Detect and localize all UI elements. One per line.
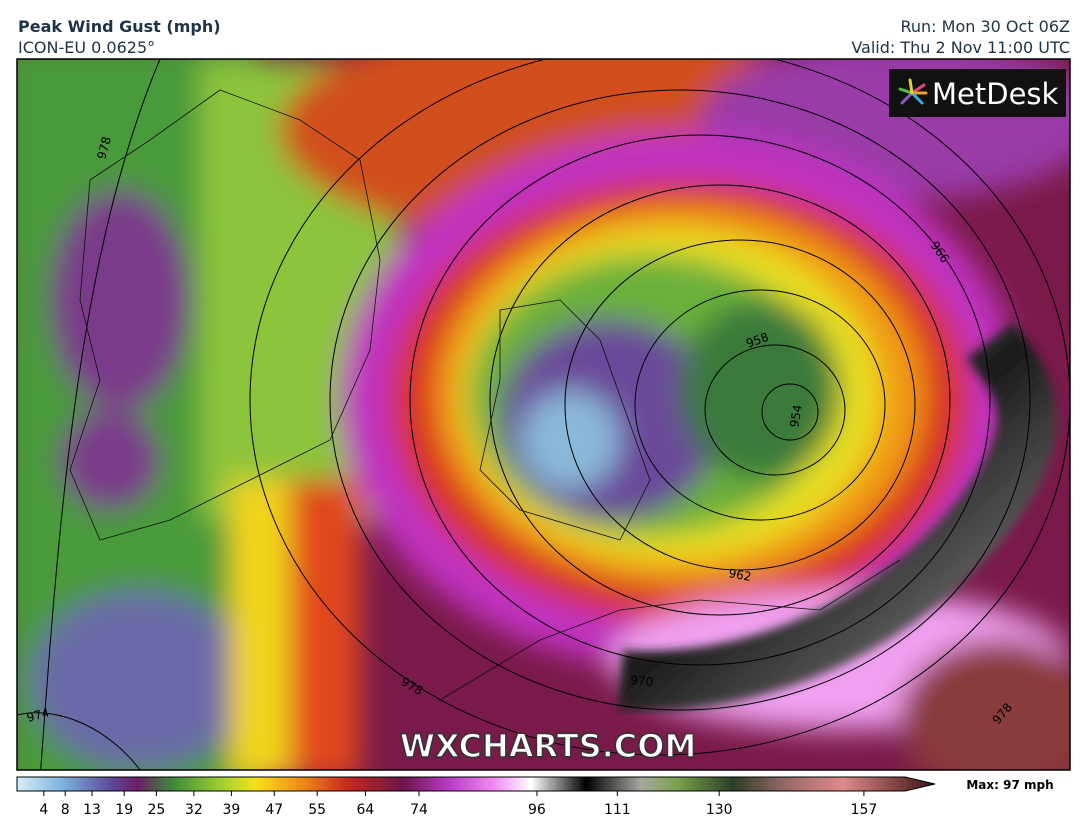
isobar-label: 974 (25, 705, 51, 724)
isobar-label: 978 (94, 135, 113, 161)
title: Peak Wind Gust (mph) (18, 17, 221, 36)
colorbar-tick-label: 4 (39, 802, 48, 818)
colorbar-tick-label: 47 (265, 802, 283, 818)
map-frame (16, 58, 1071, 771)
colorbar-tick-label: 64 (357, 802, 375, 818)
colorbar-tick-label: 8 (61, 802, 70, 818)
colorbar-tick-label: 13 (83, 802, 101, 818)
isobar-label: 962 (727, 566, 752, 584)
colorbar-tick-label: 32 (185, 802, 203, 818)
colorbar-tick-label: 39 (222, 802, 240, 818)
subtitle: ICON-EU 0.0625° (18, 38, 155, 57)
logo-text: MetDesk (932, 77, 1059, 111)
colorbar-tick-label: 19 (115, 802, 133, 818)
colorbar-tick-label: 157 (851, 802, 878, 818)
run-time: Run: Mon 30 Oct 06Z (901, 17, 1071, 36)
isobar-label: 954 (787, 404, 805, 429)
valid-time: Valid: Thu 2 Nov 11:00 UTC (851, 38, 1070, 57)
colorbar-tick-label: 25 (147, 802, 165, 818)
max-label: Max: 97 mph (966, 778, 1053, 792)
colorbar-tick-label: 96 (528, 802, 546, 818)
colorbar-tick-label: 55 (308, 802, 326, 818)
colorbar-tick-label: 130 (706, 802, 733, 818)
colorbar-tick-label: 111 (604, 802, 631, 818)
isobar-label: 970 (630, 673, 654, 689)
wind-field: 978 966 958 954 962 970 974 978 978 WXCH… (17, 59, 1070, 770)
colorbar: Max: 97 mph 4 8 13 19 25 32 39 47 55 64 74 96 111 130… (16, 776, 1054, 818)
colorbar-tick-label: 74 (410, 802, 428, 818)
logo: MetDesk (889, 69, 1066, 117)
watermark: WXCHARTS.COM (400, 727, 697, 765)
